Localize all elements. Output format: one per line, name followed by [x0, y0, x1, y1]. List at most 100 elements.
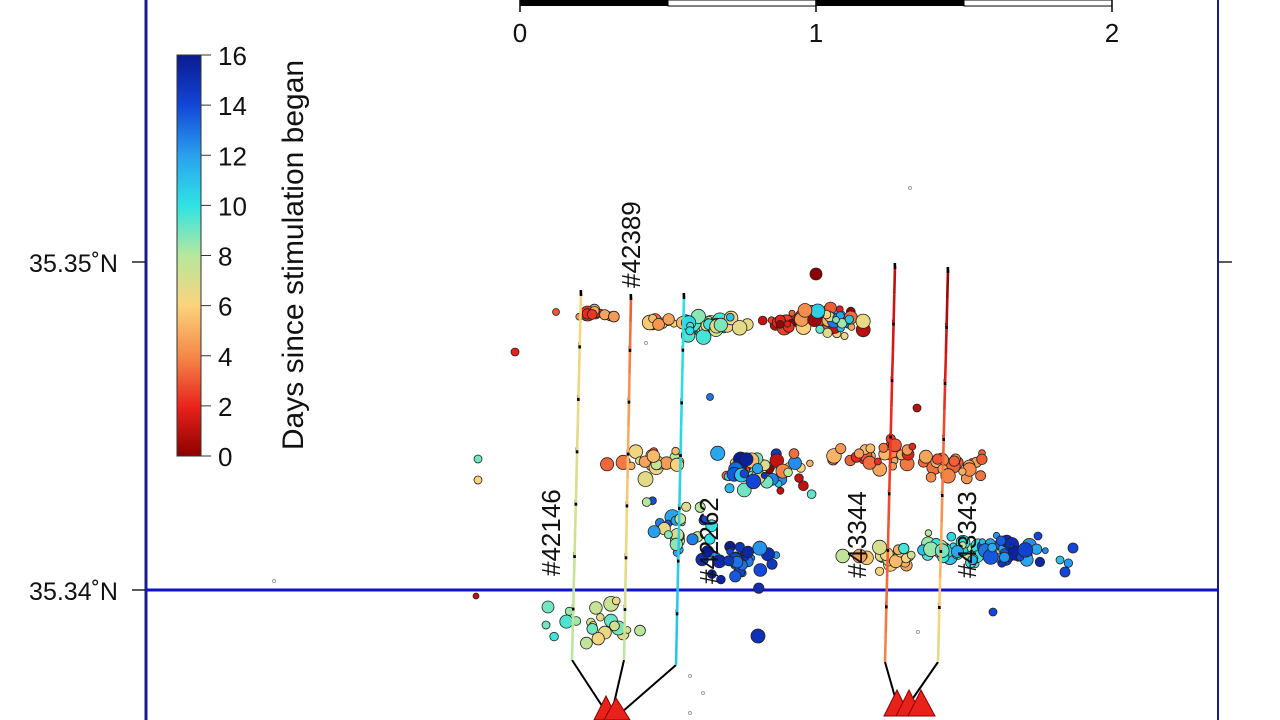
earthquake-event [948, 455, 960, 467]
earthquake-event [473, 454, 483, 464]
earthquake-event [925, 471, 937, 483]
earthquake-event [940, 468, 956, 484]
earthquake-event [752, 540, 768, 556]
colorbar-tick-label: 10 [218, 191, 247, 221]
scale-bar-segment [667, 0, 817, 7]
earthquake-event [757, 315, 768, 326]
earthquake-event [706, 393, 714, 401]
earthquake-event [872, 539, 888, 555]
well-lateral-segment [888, 435, 892, 465]
earthquake-event [707, 569, 717, 579]
well-surface-path [571, 659, 607, 713]
well-lateral-segment [893, 265, 897, 295]
earthquake-event [671, 446, 680, 456]
well-lateral-segment [678, 480, 682, 507]
earthquake-event [912, 403, 922, 413]
well-lateral-segment [577, 371, 581, 398]
earthquake-event [906, 550, 916, 560]
micro-event [908, 186, 912, 190]
well-lateral-segment [886, 520, 890, 549]
earthquake-event [835, 443, 847, 455]
well-label: #43343 [952, 491, 982, 578]
earthquake-event [951, 545, 964, 558]
earthquake-event [1033, 531, 1043, 541]
earthquake-event [924, 529, 933, 537]
micro-event [688, 711, 692, 715]
well-lateral-segment [578, 319, 582, 346]
earthquake-event [641, 497, 652, 507]
earthquake-event [1017, 542, 1034, 558]
earthquake-event [600, 457, 615, 472]
scale-tick-label: 1 [809, 18, 823, 48]
micro-event [644, 341, 648, 345]
earthquake-event [788, 309, 796, 317]
earthquake-event [729, 570, 742, 583]
earthquake-event [731, 320, 748, 336]
earthquake-event [646, 449, 661, 463]
earthquake-event [919, 449, 933, 464]
earthquake-event [806, 489, 817, 500]
well-lateral-segment [943, 381, 947, 411]
earthquake-event [713, 317, 728, 332]
well-lateral-segment [940, 493, 944, 523]
earthquake-event [853, 448, 865, 459]
scale-bar-segment [816, 0, 964, 6]
earthquake-event [698, 515, 709, 526]
micro-event [688, 674, 692, 678]
earthquake-event [878, 442, 889, 453]
scale-bar: 0 1 2 [513, 0, 1119, 48]
earthquake-event [995, 535, 1007, 546]
well-lateral-segment [946, 269, 950, 299]
earthquake-event [589, 601, 603, 615]
earthquake-event [844, 314, 854, 324]
earthquake-event [473, 475, 483, 485]
well-lateral-segment [624, 556, 628, 583]
earthquake-event [898, 542, 910, 555]
earthquake-event [760, 471, 768, 479]
earthquake-event [753, 563, 768, 577]
well-lateral-segment [575, 450, 579, 477]
well-lateral-segment [623, 608, 627, 635]
map-frame [132, 0, 1232, 720]
well-lateral-segment [679, 427, 683, 455]
well-lateral-segment [626, 426, 630, 453]
well-lateral-segment [936, 633, 940, 663]
micro-event [916, 630, 920, 634]
colorbar-tick-label: 2 [218, 392, 232, 422]
earthquake-event [591, 632, 605, 646]
well-lateral-segment [884, 605, 888, 634]
earthquake-event [874, 566, 885, 576]
well-lateral-segment [888, 463, 892, 493]
earthquake-event [695, 329, 712, 345]
earthquake-event [766, 558, 778, 570]
well-lateral-segment [627, 400, 631, 427]
earthquake-event [1067, 542, 1079, 554]
well-lateral-segment [626, 452, 630, 479]
earthquake-event [741, 545, 755, 559]
earthquake-event [810, 303, 826, 319]
earthquake-event [975, 470, 986, 482]
well-lateral-segment [674, 638, 678, 666]
well-label: #42146 [536, 489, 566, 576]
well-surface-path [621, 664, 677, 713]
well-lateral-segment [889, 407, 893, 436]
earthquake-event [862, 455, 877, 470]
colorbar-tick-label: 4 [218, 342, 232, 372]
well-lateral-segment [942, 409, 946, 439]
earthquake-event [932, 453, 944, 465]
well-lateral-segment [885, 577, 889, 606]
well-lateral-segment [573, 528, 577, 556]
well-lateral-segment [572, 555, 576, 582]
well-lateral-segment [890, 350, 895, 380]
earthquake-event [958, 467, 967, 476]
well-lateral-segment [623, 582, 627, 609]
earthquake-events [272, 186, 1079, 715]
colorbar: 0 2 4 6 8 10 12 14 16 Days since stimulation beg… [176, 41, 310, 472]
earthquake-event [549, 631, 559, 642]
earthquake-event [797, 303, 813, 318]
earthquake-event [852, 548, 867, 564]
well-lateral-segment [891, 322, 895, 351]
earthquake-event [806, 459, 814, 467]
earthquake-event [541, 620, 551, 630]
well-lateral-segment [570, 633, 574, 661]
